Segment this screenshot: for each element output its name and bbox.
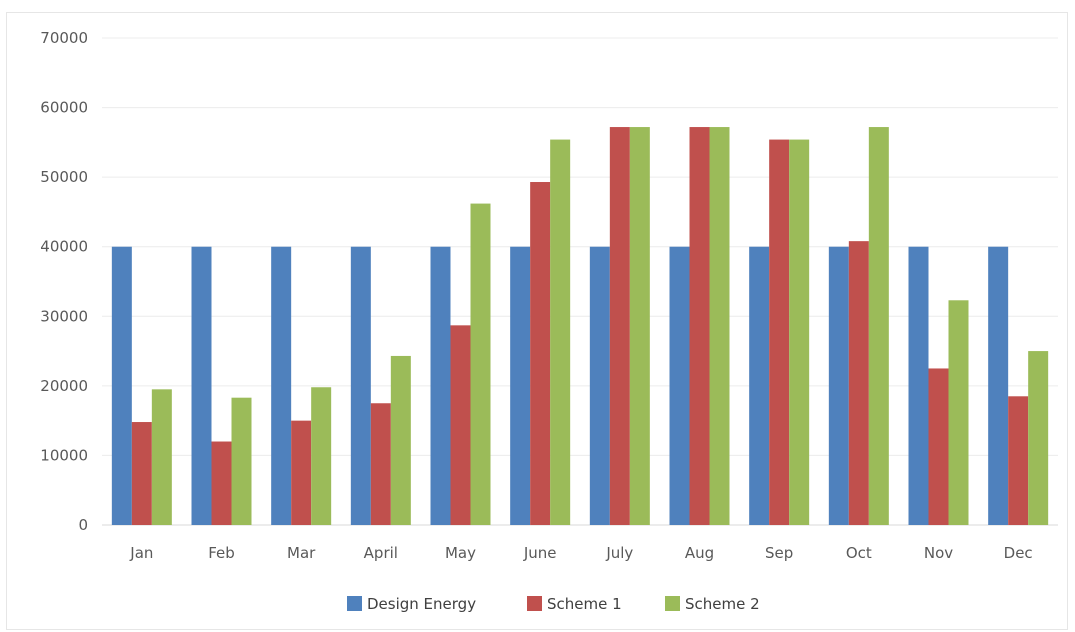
y-tick-label: 60000 [40,99,88,117]
legend-swatch [527,596,542,611]
x-tick-label: Oct [846,544,872,562]
x-tick-label: April [364,544,398,562]
bar-scheme-2-mar [311,387,332,525]
x-axis-tick-labels: Jan Feb Mar April May June July Aug Sep Oct Nov Dec [129,544,1032,562]
bar-design-energy-sep [749,246,770,525]
bar-design-energy-july [589,246,610,525]
bar-scheme-1-nov [928,368,949,525]
y-tick-label: 0 [78,516,88,534]
legend: Design Energy Scheme 1 Scheme 2 [347,595,760,613]
legend-label: Design Energy [367,595,476,613]
legend-label: Scheme 2 [685,595,760,613]
bar-scheme-1-july [609,127,630,526]
x-tick-label: July [605,544,633,562]
bar-scheme-2-aug [709,127,730,526]
y-tick-label: 10000 [40,446,88,464]
x-tick-label: Aug [685,544,714,562]
x-tick-label: Nov [924,544,953,562]
bar-design-energy-mar [271,246,292,525]
bar-scheme-2-april [390,355,411,525]
bar-design-energy-aug [669,246,690,525]
bar-design-energy-april [350,246,371,525]
legend-label: Scheme 1 [547,595,622,613]
bar-scheme-2-dec [1028,351,1049,525]
bar-scheme-1-feb [211,441,232,525]
gridlines [102,37,1058,526]
x-tick-label: Sep [765,544,793,562]
bar-design-energy-june [510,246,531,525]
bar-design-energy-nov [908,246,929,525]
bar-design-energy-oct [828,246,849,525]
bar-scheme-2-may [470,203,491,525]
bar-scheme-1-mar [291,420,312,525]
y-tick-label: 40000 [40,238,88,256]
y-tick-label: 70000 [40,29,88,47]
y-axis-tick-labels: 0 10000 20000 30000 40000 50000 60000 70000 [40,29,88,534]
x-tick-label: June [523,544,557,562]
bar-scheme-1-may [450,325,471,525]
x-tick-label: Dec [1004,544,1033,562]
bars [111,127,1049,526]
x-tick-label: Mar [287,544,316,562]
x-tick-label: Jan [129,544,153,562]
bar-design-energy-may [430,246,451,525]
bar-design-energy-dec [988,246,1009,525]
bar-scheme-2-june [550,139,571,525]
y-tick-label: 50000 [40,168,88,186]
bar-scheme-1-jan [131,422,152,525]
bar-design-energy-feb [191,246,212,525]
bar-scheme-2-feb [231,397,252,525]
bar-scheme-2-nov [948,300,969,525]
legend-swatch [347,596,362,611]
y-tick-label: 30000 [40,307,88,325]
bar-scheme-1-oct [848,241,869,526]
bar-scheme-2-july [629,127,650,526]
bar-scheme-2-oct [868,127,889,526]
bar-design-energy-jan [111,246,132,525]
x-tick-label: Feb [208,544,235,562]
bar-scheme-1-aug [689,127,710,526]
y-tick-label: 20000 [40,377,88,395]
bar-scheme-1-june [530,182,551,525]
bar-scheme-2-jan [151,389,172,525]
bar-scheme-1-sep [769,139,790,525]
legend-swatch [665,596,680,611]
bar-scheme-1-april [370,403,391,525]
bar-scheme-2-sep [789,139,810,525]
bar-scheme-1-dec [1008,396,1029,525]
x-tick-label: May [445,544,476,562]
